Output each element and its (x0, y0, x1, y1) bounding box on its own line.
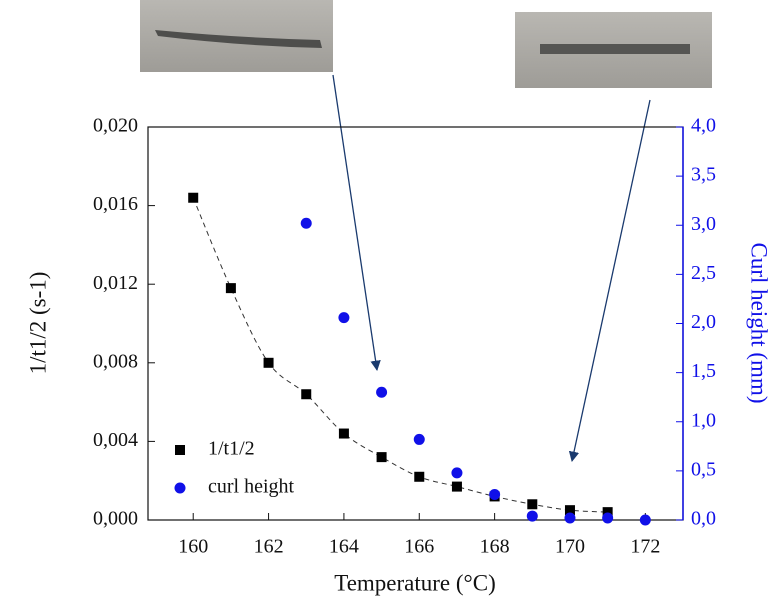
photo-flat (515, 12, 712, 88)
data-point (564, 512, 576, 524)
y2-tick-label: 1,5 (691, 360, 716, 382)
y2-tick-label: 3,0 (691, 213, 716, 235)
x-tick-label: 168 (480, 536, 510, 558)
legend-marker (175, 445, 185, 455)
y2-tick-label: 3,5 (691, 164, 716, 186)
data-point (526, 510, 538, 522)
y-tick-label: 0,000 (93, 508, 138, 530)
x-axis-label: Temperature (°C) (334, 570, 495, 595)
y-tick-label: 0,004 (93, 429, 138, 451)
data-point (527, 499, 538, 510)
data-point (263, 357, 274, 368)
photo-curled (140, 0, 333, 72)
x-tick-label: 162 (254, 536, 284, 558)
x-tick-label: 170 (555, 536, 585, 558)
y2-tick-label: 1,0 (691, 409, 716, 431)
trend-curve (192, 197, 608, 513)
data-point (564, 505, 575, 516)
y2-tick-label: 0,5 (691, 458, 716, 480)
arrow (568, 99, 651, 463)
data-point (376, 452, 387, 463)
y-tick-label: 0,016 (93, 193, 138, 215)
y-tick-label: 0,008 (93, 350, 138, 372)
plot-frame (147, 126, 684, 521)
y-axis-label: 1/t1/2 (s-1) (25, 272, 50, 375)
data-point (338, 428, 349, 439)
data-point (602, 512, 614, 524)
x-tick-label: 164 (329, 536, 359, 558)
x-tick-label: 166 (404, 536, 434, 558)
arrow (332, 74, 381, 372)
data-point (225, 283, 236, 294)
y-tick-label: 0,012 (93, 272, 138, 294)
legend-marker (174, 482, 186, 494)
data-point (188, 192, 199, 203)
data-point (451, 467, 463, 479)
y2-tick-label: 2,5 (691, 262, 716, 284)
y2-tick-label: 2,0 (691, 311, 716, 333)
legend-label: 1/t1/2 (208, 438, 255, 460)
data-point (639, 514, 651, 526)
data-point (376, 386, 388, 398)
data-point (300, 217, 312, 229)
x-tick-label: 172 (630, 536, 660, 558)
data-point (602, 507, 613, 518)
data-point (338, 312, 350, 324)
y2-tick-label: 4,0 (691, 115, 716, 137)
legend-label: curl height (208, 476, 295, 498)
y-tick-label: 0,020 (93, 115, 138, 137)
y2-axis-label: Curl height (mm) (747, 243, 772, 404)
data-point (301, 389, 312, 400)
y2-tick-label: 0,0 (691, 508, 716, 530)
data-point (413, 433, 425, 445)
data-point (414, 471, 425, 482)
data-point (489, 488, 501, 500)
x-tick-label: 160 (178, 536, 208, 558)
data-point (451, 481, 462, 492)
